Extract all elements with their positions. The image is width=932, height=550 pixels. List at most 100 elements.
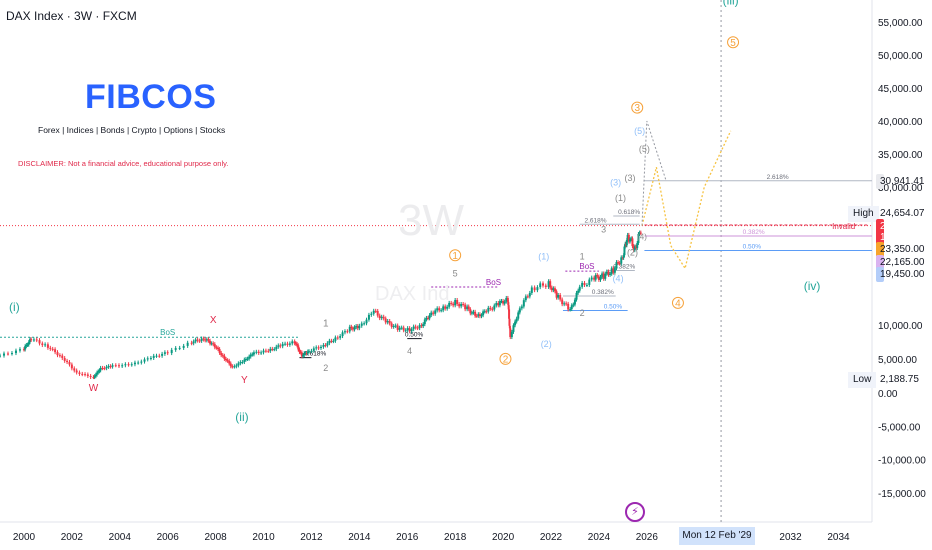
price-candle [155,355,158,357]
price-candle [450,302,453,304]
price-candle [583,282,586,285]
price-candle [231,366,234,368]
price-candle [275,346,278,350]
price-candle [0,355,1,357]
price-candle [130,364,133,366]
price-candle [38,340,41,344]
price-candle [296,343,299,346]
price-candle [294,343,297,345]
wave-label: (iv) [804,279,821,293]
price-candle [497,303,500,306]
fib-level-label: 0.50% [604,304,623,311]
price-candle [625,239,628,246]
price-candle [93,376,96,378]
price-candle [418,325,421,329]
price-candle [293,341,296,344]
price-candle [607,271,610,275]
price-candle [396,325,399,330]
price-candle [386,320,389,323]
cursor-date-badge: Mon 12 Feb '29 [679,527,755,545]
price-candle [2,353,5,356]
price-candle [466,306,469,310]
price-candle [406,328,409,331]
price-candle [448,302,451,307]
price-candle [305,353,308,355]
wave-label: 2 [323,363,328,373]
x-tick-label: 2012 [300,532,323,543]
price-candle [212,343,215,345]
price-candle [273,349,276,351]
price-candle [618,263,621,265]
wave-label: (1) [538,251,549,261]
price-candle [210,343,213,345]
price-candle [267,350,270,352]
price-candle [444,306,447,309]
price-candle [298,349,301,353]
price-candle [528,292,531,297]
price-candle [585,284,588,286]
price-candle [567,303,570,310]
price-candle [485,311,488,313]
fib-level-label: 0.618% [304,351,326,358]
price-candle [549,281,552,288]
price-candle [483,311,486,313]
price-candle [572,304,575,306]
price-candle [578,286,581,291]
wave-label: 2 [580,308,585,318]
price-candle [594,275,597,280]
price-candle [174,348,177,350]
price-candle [464,304,467,310]
price-candle [190,342,193,344]
price-candle [514,321,517,326]
x-tick-label: 2016 [396,532,419,543]
price-scale-label: 22,165.00 [876,254,925,270]
price-candle [284,343,287,345]
price-scale-label: 30,941.41 [876,173,925,189]
price-candle [291,341,294,344]
price-candle [248,356,251,359]
price-candle [320,346,323,349]
x-tick-label: 2000 [13,532,36,543]
y-tick-label: 55,000.00 [878,18,923,29]
watermark-interval: 3W [398,196,464,245]
price-candle [61,355,64,359]
price-candle [380,316,383,319]
price-candle [186,342,189,346]
price-candle [279,345,282,347]
price-candle [452,303,455,306]
wave-label: 2 [503,354,509,365]
lightning-bolt-icon[interactable]: ⚡ [625,502,645,522]
price-candle [360,323,363,326]
watermark-name: DAX Ind [375,283,450,305]
price-candle [430,312,433,316]
y-tick-label: 5,000.00 [878,355,917,366]
price-candle [605,271,608,274]
price-candle [348,326,351,332]
price-candle [328,340,331,344]
price-candle [32,339,35,341]
price-candle [207,339,210,341]
price-candle [204,339,207,341]
price-candle [630,238,633,240]
price-candle [246,358,249,360]
fib-level-label: 2.618% [585,217,607,224]
price-candle [107,366,110,368]
price-candle [223,355,226,359]
price-candle [500,300,503,302]
price-scale-label: 23,350.00 [876,241,925,257]
price-candle [302,355,305,357]
price-candle [480,315,483,317]
price-candle [70,364,73,369]
price-candle [590,277,593,280]
price-candle [420,325,423,327]
price-candle [637,233,640,244]
symbol-header[interactable]: DAX Index · 3W · FXCM [6,9,137,23]
price-candle [228,360,231,364]
price-candle [636,243,639,249]
price-candle [467,306,470,310]
disclaimer-text: DISCLAIMER: Not a financial advice, educ… [18,159,229,168]
price-candle [597,276,600,280]
price-candle [474,311,477,316]
price-candle [575,292,578,300]
price-candle [412,326,415,330]
